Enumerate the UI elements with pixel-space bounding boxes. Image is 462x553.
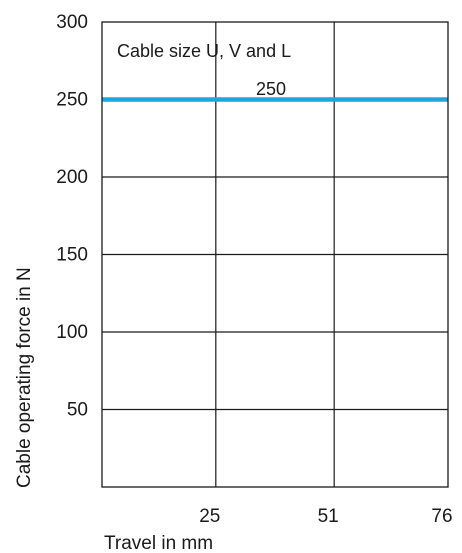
y-tick-label-200: 200 bbox=[56, 167, 88, 188]
x-tick-labels: 25 51 76 bbox=[199, 506, 452, 527]
x-tick-label-51: 51 bbox=[318, 506, 339, 527]
x-axis-title: Travel in mm bbox=[104, 533, 213, 553]
series-value-label: 250 bbox=[256, 79, 286, 99]
y-tick-labels: 50 100 150 200 250 300 bbox=[56, 12, 88, 421]
y-tick-label-300: 300 bbox=[56, 12, 88, 33]
y-axis-title: Cable operating force in N bbox=[14, 267, 35, 488]
series-legend-label: Cable size U, V and L bbox=[117, 41, 291, 61]
y-tick-label-150: 150 bbox=[56, 245, 88, 266]
y-tick-label-100: 100 bbox=[56, 322, 88, 343]
x-tick-label-25: 25 bbox=[199, 506, 220, 527]
plot-frame bbox=[101, 21, 449, 488]
y-tick-label-250: 250 bbox=[56, 90, 88, 111]
x-tick-label-76: 76 bbox=[431, 506, 452, 527]
y-tick-label-50: 50 bbox=[67, 400, 88, 421]
